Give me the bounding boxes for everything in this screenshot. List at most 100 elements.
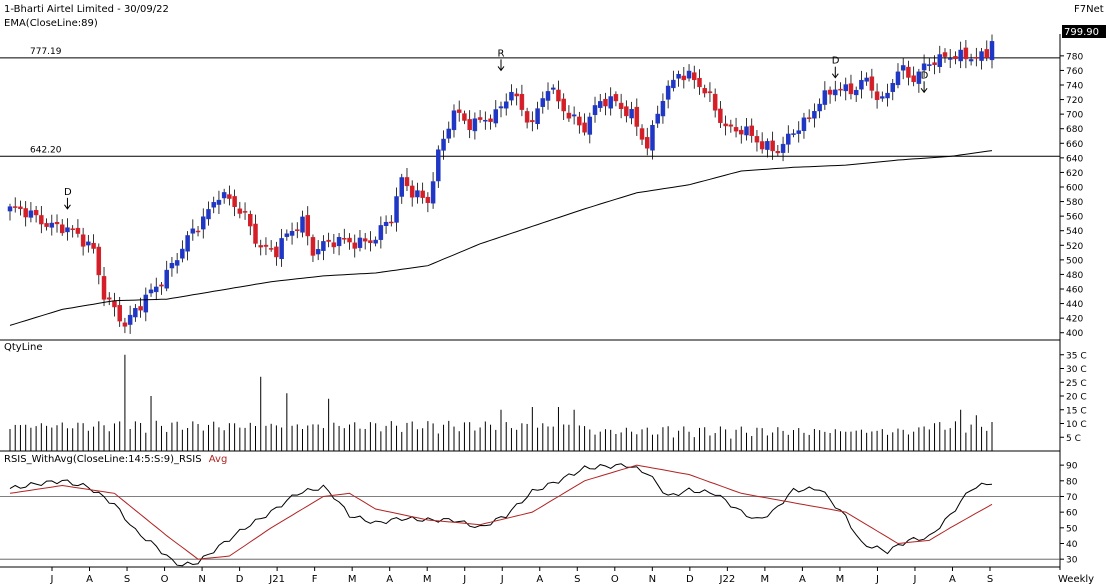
price-tick-label: 700	[1066, 111, 1083, 121]
candle-up	[587, 116, 593, 135]
candle-down	[477, 117, 483, 120]
candle-up	[660, 100, 666, 117]
x-tick-label: O	[161, 574, 169, 585]
price-tick-label: 640	[1066, 154, 1083, 164]
rsi-tick-label: 60	[1066, 509, 1078, 519]
candle-up	[493, 109, 499, 124]
candle-down	[112, 300, 117, 308]
candle-up	[180, 248, 185, 259]
candle-down	[263, 244, 269, 247]
candle-up	[169, 262, 175, 269]
last-price-badge	[1062, 25, 1106, 38]
candle-down	[561, 98, 566, 112]
candle-up	[989, 41, 995, 61]
candle-down	[906, 66, 911, 78]
candle-down	[524, 111, 530, 123]
candle-down	[23, 208, 28, 218]
candle-up	[436, 149, 441, 182]
price-tick-label: 780	[1066, 52, 1083, 62]
candle-down	[718, 108, 723, 123]
price-tick-label: 460	[1066, 286, 1083, 296]
candle-down	[362, 238, 368, 242]
candle-up	[164, 269, 169, 289]
price-tick-label: 420	[1066, 315, 1083, 325]
candle-down	[91, 242, 96, 249]
price-tick-label: 480	[1066, 271, 1083, 281]
candle-up	[336, 237, 342, 247]
x-tick-label: J	[912, 574, 916, 585]
candle-up	[947, 58, 953, 60]
candle-down	[39, 215, 44, 225]
rsi-tick-label: 90	[1066, 462, 1078, 472]
candle-down	[707, 91, 713, 94]
candle-down	[467, 119, 472, 130]
candle-down	[770, 140, 775, 152]
ema-label: EMA(CloseLine:89)	[4, 18, 98, 29]
candle-down	[159, 284, 164, 287]
candle-up	[864, 77, 869, 82]
price-tick-label: 560	[1066, 213, 1083, 223]
last-price-value: 799.90	[1064, 27, 1099, 38]
candle-down	[618, 102, 624, 110]
candle-down	[566, 112, 572, 119]
candle-up	[650, 125, 655, 151]
rsi-label: RSIS_WithAvg(CloseLine:14:5:S:9)_RSIS Av…	[4, 454, 227, 465]
volume-tick-label: 15 C	[1066, 406, 1087, 416]
annotation-label: R	[498, 48, 505, 59]
candle-up	[608, 96, 613, 109]
candle-down	[749, 125, 754, 136]
candle-down	[613, 94, 619, 102]
candle-up	[890, 83, 896, 92]
price-tick-label: 540	[1066, 227, 1083, 237]
rsi-avg-line	[9, 464, 993, 560]
x-tick-label: M	[761, 574, 770, 585]
candle-down	[942, 52, 948, 57]
x-tick-label: F	[312, 574, 318, 585]
candle-up	[900, 65, 906, 71]
candle-down	[603, 98, 608, 107]
candle-down	[106, 297, 112, 300]
candle-up	[190, 228, 196, 234]
volume-label: QtyLine	[4, 342, 43, 353]
rsi-line	[9, 463, 993, 567]
price-tick-label: 620	[1066, 169, 1083, 179]
volume-tick-label: 35 C	[1066, 351, 1087, 361]
candle-down	[138, 306, 143, 311]
candle-up	[148, 289, 154, 294]
annotation-arrow-head	[497, 66, 505, 72]
candle-down	[232, 196, 237, 207]
price-tick-label: 400	[1066, 329, 1083, 339]
annotation-arrow-head	[64, 204, 71, 210]
candle-down	[932, 62, 937, 65]
x-tick-label: J21	[268, 574, 285, 585]
x-tick-label: A	[949, 574, 956, 585]
candle-up	[895, 71, 901, 86]
candle-down	[420, 190, 425, 198]
rsi-tick-label: 50	[1066, 524, 1078, 534]
candle-down	[75, 227, 81, 234]
candle-down	[723, 123, 728, 127]
candle-down	[310, 237, 316, 256]
candle-down	[80, 234, 86, 247]
candle-up	[483, 119, 488, 122]
candle-down	[984, 49, 990, 58]
candle-up	[791, 133, 796, 135]
candle-down	[122, 322, 128, 327]
candle-up	[545, 91, 551, 101]
candle-up	[206, 209, 211, 220]
annotation-label: D	[832, 56, 840, 67]
candle-down	[488, 118, 493, 122]
candle-down	[268, 248, 274, 250]
candle-up	[665, 85, 671, 100]
price-tick-label: 740	[1066, 82, 1083, 92]
candle-up	[65, 227, 70, 233]
candle-down	[33, 210, 39, 216]
candle-up	[28, 210, 34, 218]
x-tick-label: N	[198, 574, 205, 585]
candle-down	[712, 93, 718, 111]
candle-up	[451, 110, 457, 131]
candle-up	[937, 54, 943, 67]
candle-up	[859, 79, 864, 90]
candle-down	[556, 89, 561, 102]
candle-up	[686, 70, 692, 79]
